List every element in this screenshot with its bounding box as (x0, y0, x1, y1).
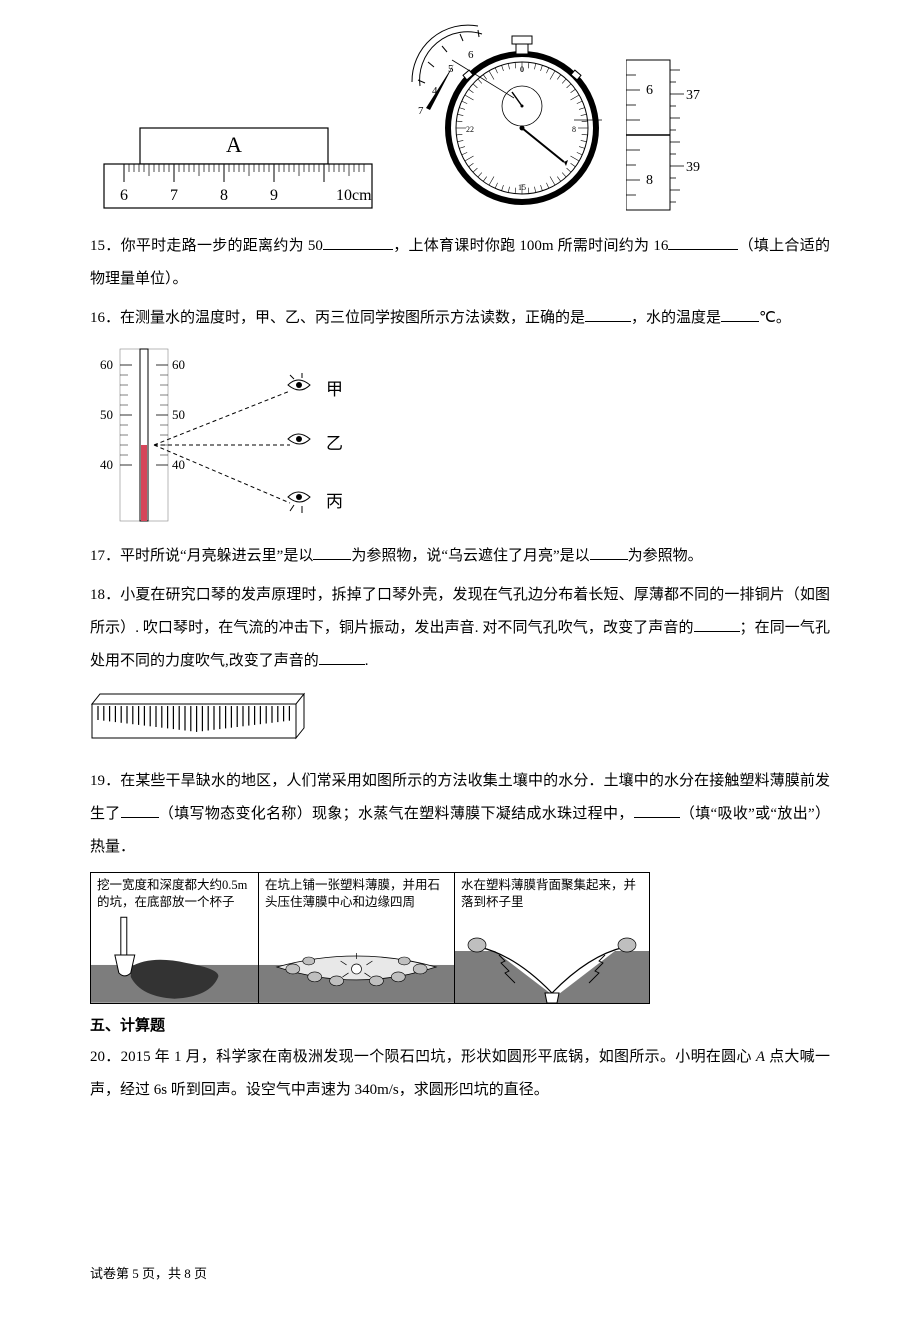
q20-italic: A (756, 1049, 765, 1065)
q18-blank1 (694, 618, 740, 632)
q16-blank2 (721, 308, 759, 322)
q15-blank2 (668, 236, 738, 250)
label-jia: 甲 (326, 380, 343, 399)
q16-blank1 (585, 308, 631, 322)
page-footer: 试卷第 5 页，共 8 页 (90, 1263, 207, 1282)
harmonica-figure (90, 692, 306, 746)
q15-b: ，上体育课时你跑 100m 所需时间约为 16 (393, 238, 668, 254)
soil-cap-2: 在坑上铺一张塑料薄膜，并用石头压住薄膜中心和边缘四周 (259, 873, 455, 915)
q16-a: 在测量水的温度时，甲、乙、丙三位同学按图所示方法读数，正确的是 (120, 310, 585, 326)
label-bing: 丙 (326, 492, 343, 511)
q16: 16．在测量水的温度时，甲、乙、丙三位同学按图所示方法读数，正确的是 ，水的温度是… (90, 302, 830, 335)
micro-37: 37 (686, 88, 700, 103)
q18: 18．小夏在研究口琴的发声原理时，拆掉了口琴外壳，发现在气孔边分布着长短、厚薄都… (90, 579, 830, 678)
svg-text:8: 8 (572, 125, 576, 134)
q16-c: ℃。 (759, 310, 791, 326)
ruler-tick-9: 9 (270, 187, 278, 204)
thermo-l50: 50 (100, 407, 113, 422)
q16-num: 16． (90, 310, 120, 326)
q19-blank2 (634, 804, 680, 818)
ruler-tick-8: 8 (220, 187, 228, 204)
q19: 19．在某些干旱缺水的地区，人们常采用如图所示的方法收集土壤中的水分．土壤中的水… (90, 765, 830, 864)
q19-blank1 (121, 804, 159, 818)
soil-panel-3 (455, 915, 649, 1003)
q16-b: ，水的温度是 (631, 310, 721, 326)
soil-figure: 挖一宽度和深度都大约0.5m的坑，在底部放一个杯子 在坑上铺一张塑料薄膜，并用石… (90, 872, 650, 1004)
micro-6: 6 (646, 83, 653, 98)
q18-c: . (365, 653, 369, 669)
soil-cap-1: 挖一宽度和深度都大约0.5m的坑，在底部放一个杯子 (91, 873, 259, 915)
micro-39: 39 (686, 160, 700, 175)
thermo-r50: 50 (172, 407, 185, 422)
q15-a: 你平时走路一步的距离约为 50 (121, 238, 323, 254)
q20: 20．2015 年 1 月，科学家在南极洲发现一个陨石凹坑，形状如圆形平底锅，如… (90, 1041, 830, 1107)
ruler-figure: A 6 7 8 9 10cm (90, 60, 386, 220)
q17: 17．平时所说“月亮躲进云里”是以 为参照物，说“乌云遮住了月亮”是以 为参照物。 (90, 540, 830, 573)
q17-blank1 (313, 546, 351, 560)
q17-a: 平时所说“月亮躲进云里”是以 (120, 548, 313, 564)
ruler-tick-6: 6 (120, 187, 128, 204)
q20-a: 2015 年 1 月，科学家在南极洲发现一个陨石凹坑，形状如圆形平底锅，如图所示… (121, 1049, 756, 1065)
eye-jia-icon (288, 373, 310, 390)
thermometer-figure: 60 50 40 60 50 40 甲 乙 丙 (90, 345, 370, 525)
thermo-r60: 60 (172, 357, 185, 372)
ruler-tick-10: 10cm (336, 187, 372, 204)
svg-text:22: 22 (466, 125, 474, 134)
thermo-r40: 40 (172, 457, 185, 472)
dial-7: 7 (418, 105, 424, 117)
micrometer-figure: 6 8 37 39 (626, 50, 714, 220)
q15-num: 15． (90, 238, 121, 254)
thermo-l40: 40 (100, 457, 113, 472)
soil-cap-3: 水在塑料薄膜背面聚集起来，并落到杯子里 (455, 873, 649, 915)
soil-panel-1 (91, 915, 259, 1003)
svg-text:15: 15 (518, 183, 526, 192)
eye-bing-icon (288, 492, 310, 513)
svg-text:0: 0 (520, 65, 524, 74)
q18-blank2 (319, 651, 365, 665)
block-a-label: A (226, 132, 242, 157)
label-yi: 乙 (326, 434, 343, 453)
q20-num: 20． (90, 1049, 121, 1065)
eye-yi-icon (288, 434, 310, 444)
q17-num: 17． (90, 548, 120, 564)
q19-num: 19． (90, 773, 120, 789)
q17-b: 为参照物，说“乌云遮住了月亮”是以 (351, 548, 589, 564)
stopwatch-figure: 4 5 6 7 (406, 20, 606, 220)
q18-num: 18． (90, 587, 120, 603)
q14-figure-row: A 6 7 8 9 10cm (90, 20, 830, 220)
q19-b: （填写物态变化名称）现象；水蒸气在塑料薄膜下凝结成水珠过程中， (159, 806, 634, 822)
dial-6: 6 (468, 49, 474, 61)
section-5-heading: 五、计算题 (90, 1014, 830, 1035)
q17-c: 为参照物。 (628, 548, 703, 564)
q17-blank2 (590, 546, 628, 560)
thermo-l60: 60 (100, 357, 113, 372)
micro-8: 8 (646, 173, 653, 188)
ruler-tick-7: 7 (170, 187, 178, 204)
q15-blank1 (323, 236, 393, 250)
soil-panel-2 (259, 915, 455, 1003)
q15: 15．你平时走路一步的距离约为 50 ，上体育课时你跑 100m 所需时间约为 1… (90, 230, 830, 296)
